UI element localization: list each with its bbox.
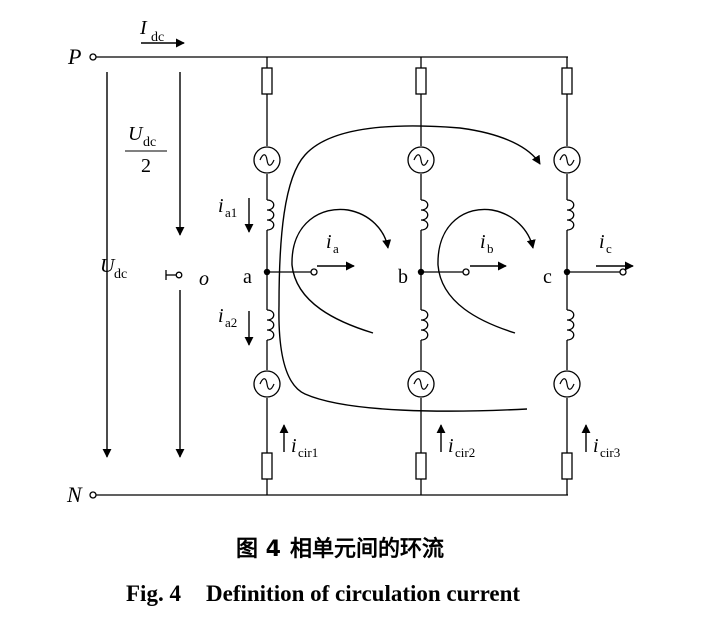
loop-a-to-c (278, 125, 541, 412)
current-idc: I dc (139, 17, 185, 48)
caption-cn: 图 4 相单元间的环流 (236, 536, 444, 562)
terminal-n (89, 491, 97, 499)
resistor (561, 67, 573, 95)
inductor (420, 309, 429, 341)
svg-text:cir2: cir2 (455, 445, 475, 460)
phase-leg-c (553, 57, 627, 495)
svg-text:dc: dc (143, 135, 156, 150)
loop-b-to-c (437, 208, 536, 334)
svg-text:cir3: cir3 (600, 445, 620, 460)
inductor (566, 309, 575, 341)
resistor (415, 452, 427, 480)
svg-text:b: b (487, 241, 494, 256)
current-icir1: i cir1 (279, 424, 318, 460)
svg-text:U: U (128, 123, 144, 145)
sine-icon (259, 154, 275, 166)
current-ic: i c (596, 231, 634, 271)
label-node-b: b (398, 266, 408, 288)
inductor (266, 309, 275, 341)
loop-a-to-b (291, 208, 392, 334)
voltage-arrows (102, 72, 185, 458)
circulation-loops (278, 125, 541, 412)
svg-text:i: i (218, 195, 224, 217)
inductor (420, 199, 429, 231)
svg-text:相单元间的环流: 相单元间的环流 (290, 536, 444, 562)
inductor (566, 199, 575, 231)
svg-text:U: U (100, 255, 116, 277)
sine-icon (259, 378, 275, 390)
svg-text:i: i (291, 435, 297, 457)
sine-icon (413, 154, 429, 166)
svg-text:cir1: cir1 (298, 445, 318, 460)
output-terminal (462, 268, 470, 276)
resistor (261, 452, 273, 480)
midpoint-o (165, 270, 183, 280)
svg-text:i: i (218, 305, 224, 327)
svg-text:Fig. 4: Fig. 4 (126, 581, 181, 606)
current-ia1: i a1 (218, 195, 254, 233)
svg-text:i: i (448, 435, 454, 457)
svg-text:i: i (480, 231, 486, 253)
caption-en: Fig. 4 Definition of circulation current (126, 581, 520, 606)
current-icir2: i cir2 (436, 424, 475, 460)
label-o: o (199, 268, 209, 290)
svg-text:I: I (139, 17, 148, 39)
label-node-c: c (543, 266, 552, 288)
label-p: P (67, 44, 81, 69)
label-node-a: a (243, 266, 252, 288)
output-terminal (310, 268, 318, 276)
resistor (415, 67, 427, 95)
svg-text:Definition of circulation curr: Definition of circulation current (206, 581, 520, 606)
phase-leg-b (407, 57, 470, 495)
label-n: N (66, 482, 83, 507)
output-terminal (619, 268, 627, 276)
phase-leg-a (253, 57, 318, 495)
terminal-p (89, 53, 97, 61)
current-ia: i a (317, 231, 355, 271)
sine-icon (559, 154, 575, 166)
sine-icon (413, 378, 429, 390)
resistor (561, 452, 573, 480)
svg-text:i: i (326, 231, 332, 253)
svg-text:2: 2 (141, 155, 151, 177)
dc-bus (89, 53, 568, 499)
svg-text:i: i (593, 435, 599, 457)
svg-text:a: a (333, 241, 339, 256)
label-udc-half: U dc 2 (125, 123, 167, 177)
svg-text:图 4: 图 4 (236, 537, 281, 562)
current-icir3: i cir3 (581, 424, 620, 460)
sine-icon (559, 378, 575, 390)
svg-text:a1: a1 (225, 205, 237, 220)
resistor (261, 67, 273, 95)
current-ia2: i a2 (218, 305, 254, 346)
svg-text:c: c (606, 241, 612, 256)
current-ib: i b (470, 231, 507, 271)
inductor (266, 199, 275, 231)
svg-text:i: i (599, 231, 605, 253)
svg-text:a2: a2 (225, 315, 237, 330)
phase-legs (253, 57, 627, 495)
label-udc: U dc (100, 255, 127, 282)
svg-text:dc: dc (114, 267, 127, 282)
svg-text:dc: dc (151, 30, 164, 45)
